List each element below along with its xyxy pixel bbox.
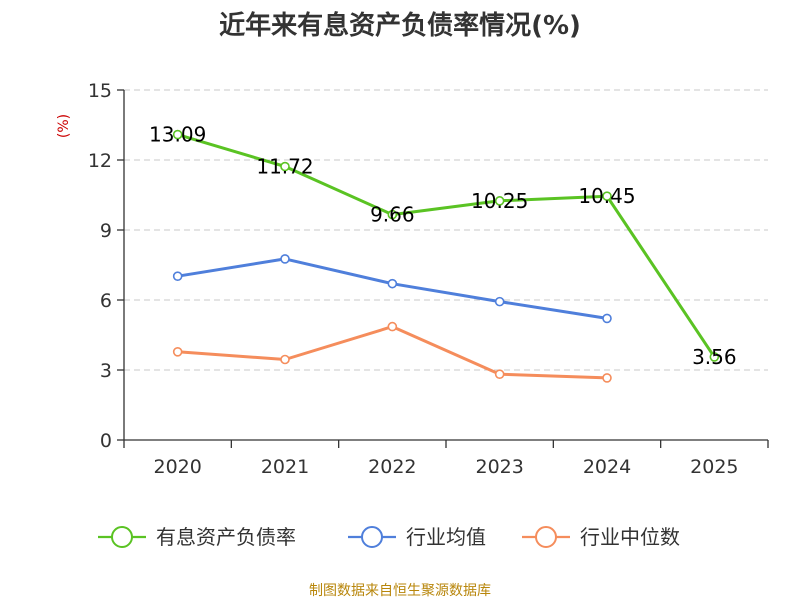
data-point	[494, 296, 505, 307]
x-tick-label: 2020	[153, 456, 201, 478]
series-line-1	[177, 257, 608, 320]
legend-label: 行业均值	[406, 525, 486, 549]
data-point	[280, 254, 290, 264]
y-tick-label: 15	[88, 80, 112, 102]
data-label: 9.66	[370, 203, 415, 227]
data-point	[387, 209, 398, 220]
axes: 0 3 6 9 12 15 2020 2021 2022 2023 2024 2025	[88, 80, 769, 478]
y-tick-label: 12	[88, 150, 112, 172]
chart-title: 近年来有息资产负债率情况(%)	[219, 10, 581, 41]
legend-marker-icon	[111, 526, 133, 548]
series-line-2	[177, 325, 608, 380]
legend-item-1[interactable]: 行业均值	[348, 525, 486, 549]
data-labels: 13.09 11.72 9.66 10.25 10.45 3.56	[149, 123, 737, 369]
data-point	[280, 161, 290, 172]
data-label: 10.45	[578, 184, 635, 208]
data-label: 10.25	[471, 189, 528, 213]
y-tick-label: 6	[100, 290, 112, 312]
data-point	[172, 271, 183, 282]
source-note: 制图数据来自恒生聚源数据库	[309, 583, 491, 599]
y-axis-unit: (%)	[56, 114, 72, 138]
series-lines	[172, 129, 720, 383]
series-line-0	[177, 133, 716, 358]
y-tick-label: 0	[100, 430, 112, 452]
x-tick-label: 2024	[583, 456, 631, 478]
data-point	[387, 278, 398, 289]
gridlines	[124, 89, 768, 371]
data-label: 11.72	[256, 155, 313, 179]
legend-item-2[interactable]: 行业中位数	[522, 525, 680, 549]
legend-item-0[interactable]: 有息资产负债率	[98, 525, 296, 549]
y-tick-label: 9	[100, 220, 112, 242]
legend-label: 有息资产负债率	[156, 525, 296, 549]
data-point	[494, 369, 505, 380]
x-tick-label: 2021	[261, 456, 309, 478]
legend[interactable]: 有息资产负债率 行业均值 行业中位数	[98, 525, 680, 549]
data-label: 13.09	[149, 123, 206, 147]
data-point	[172, 346, 183, 357]
legend-marker-icon	[535, 526, 557, 548]
x-tick-label: 2025	[690, 456, 738, 478]
x-tick-label: 2022	[368, 456, 416, 478]
legend-label: 行业中位数	[580, 525, 680, 549]
data-point	[709, 352, 720, 362]
data-point	[602, 313, 612, 324]
data-point	[387, 321, 398, 332]
x-tick-label: 2023	[475, 456, 523, 478]
data-point	[172, 129, 183, 140]
data-point	[602, 373, 612, 383]
legend-marker-icon	[361, 526, 383, 548]
data-point	[280, 354, 290, 365]
data-point	[602, 191, 612, 201]
data-label: 3.56	[692, 345, 737, 369]
y-tick-label: 3	[100, 360, 112, 382]
data-point	[494, 196, 505, 206]
